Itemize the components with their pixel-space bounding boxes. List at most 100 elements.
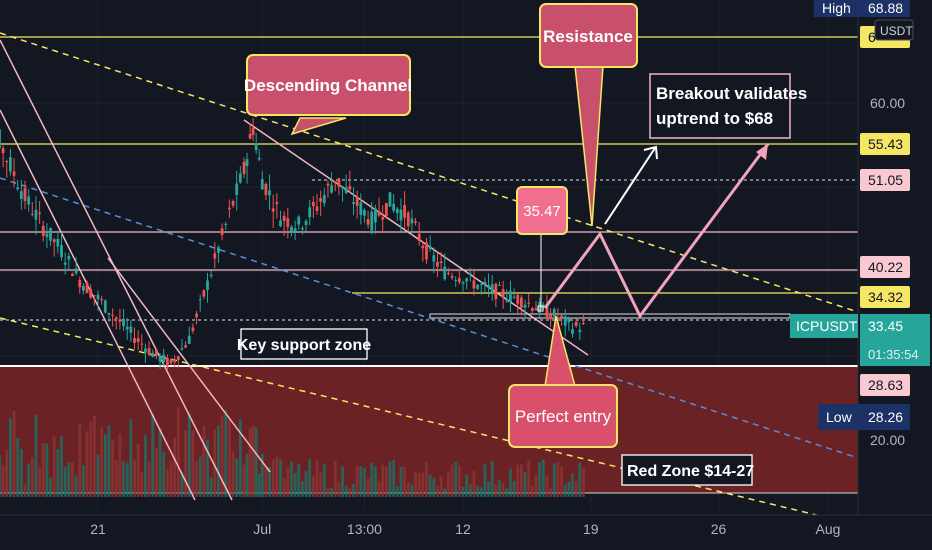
candle-body (217, 247, 220, 253)
currency-badge (874, 19, 914, 41)
candle-body (414, 221, 417, 223)
volume-bar (176, 407, 180, 497)
volume-bar (421, 472, 425, 497)
volume-bar (498, 480, 501, 497)
price-label-text: 55.43 (868, 136, 903, 152)
volume-bar (374, 466, 377, 497)
volume-bar (556, 461, 560, 497)
volume-bar (52, 436, 56, 497)
low-label-box (818, 404, 910, 430)
volume-bar (344, 485, 348, 497)
candle-body (254, 143, 258, 150)
candle-body (363, 209, 366, 216)
candle-body (34, 209, 38, 220)
price-label-text: 34.32 (868, 289, 903, 305)
candle-body (9, 157, 12, 172)
candle-body (384, 203, 388, 217)
candle-body (129, 326, 133, 333)
candle-body (381, 217, 385, 220)
candle-body (12, 171, 16, 176)
volume-bar (140, 472, 144, 497)
volume-bar (447, 471, 450, 497)
candle-body (125, 326, 129, 330)
candle-body (173, 359, 177, 363)
volume-bar (457, 464, 461, 497)
candle-body (293, 228, 297, 233)
projection-path (543, 143, 770, 319)
volume-bar (27, 463, 31, 497)
perfect-entry-label: Perfect entry (515, 407, 612, 426)
volume-bar (19, 449, 23, 497)
candle-body (260, 179, 264, 190)
breakout-arrow (604, 147, 656, 225)
candle-body (158, 355, 162, 362)
volume-bar (530, 485, 534, 497)
volume-bar (228, 418, 231, 497)
candle-body (567, 318, 571, 323)
candle-body (155, 349, 158, 356)
price-label-box (860, 133, 910, 155)
volume-bar (355, 465, 359, 497)
steep-channel-upper (0, 39, 233, 501)
x-tick-label: 19 (583, 521, 599, 537)
candle-body (512, 296, 516, 298)
countdown: 01:35:54 (868, 347, 919, 362)
red-zone-label: Red Zone $14-27 (627, 463, 754, 480)
volume-bar (220, 415, 224, 497)
candle-body (56, 238, 60, 247)
volume-bar (231, 451, 235, 497)
candle-body (549, 314, 552, 320)
candle-body (501, 289, 505, 298)
price-box (516, 186, 568, 235)
candle-body (366, 219, 370, 225)
volume-bar (224, 410, 228, 497)
volume-bar (560, 466, 563, 497)
candle-body (38, 212, 41, 214)
candle-body (344, 187, 348, 193)
breakout-box (649, 73, 791, 139)
candle-body (268, 190, 271, 196)
candle-body (476, 284, 479, 289)
candle-body (133, 338, 136, 343)
candle-body (82, 285, 85, 291)
candle-body (450, 275, 454, 278)
candle-body (399, 209, 403, 221)
candle-body (74, 268, 78, 274)
candle-body (0, 129, 1, 149)
candle-body (85, 282, 89, 294)
candle-body (545, 304, 549, 319)
candle-body (16, 187, 20, 190)
candle-body (245, 159, 249, 166)
candle-body (483, 281, 487, 285)
high-value: 68.88 (868, 0, 903, 16)
volume-bar (114, 459, 118, 497)
candle-body (96, 294, 100, 300)
last-price: 33.45 (868, 318, 903, 334)
volume-bar (574, 481, 578, 497)
key-support-label: Key support zone (237, 337, 371, 354)
candle-body (209, 274, 213, 277)
volume-bar (472, 471, 476, 497)
volume-bar (158, 428, 162, 497)
candle-body (180, 348, 184, 350)
volume-bar (439, 476, 443, 497)
volume-bar (352, 483, 355, 497)
price-label-text: 51.05 (868, 172, 903, 188)
volume-bar (122, 461, 125, 497)
volume-bar (366, 478, 370, 497)
volume-bar (432, 478, 436, 497)
high-label-box (814, 0, 910, 17)
candle-body (202, 290, 206, 297)
candle-body (574, 321, 578, 327)
candle-body (319, 198, 323, 202)
candle-body (228, 207, 231, 210)
volume-bar (286, 467, 290, 497)
candle-body (509, 290, 512, 303)
volume-bar (541, 459, 545, 497)
volume-bar (111, 440, 114, 497)
resistance-label: Resistance (543, 27, 633, 46)
candle-body (348, 186, 352, 190)
candle-body (136, 338, 140, 342)
candle-body (311, 201, 315, 207)
volume-bar (155, 448, 158, 497)
